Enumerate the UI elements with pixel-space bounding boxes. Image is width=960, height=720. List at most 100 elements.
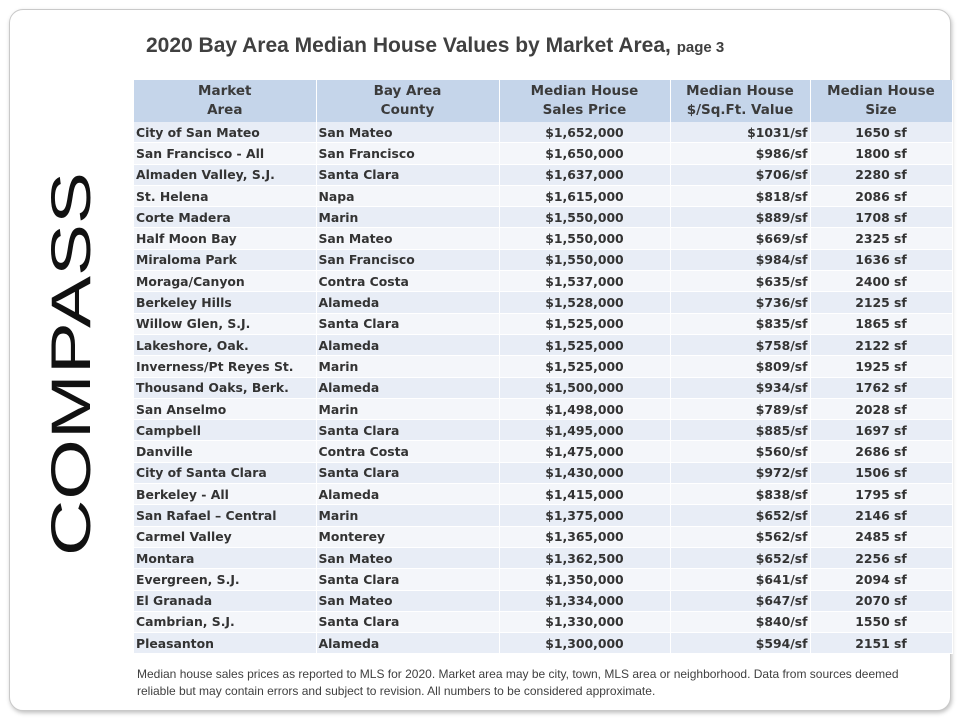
table-row: Berkeley - All Alameda $1,415,000 $838/sf 17… xyxy=(134,483,953,506)
sales-price-cell: $1,430,000 xyxy=(499,462,671,485)
market-area-cell: Evergreen, S.J. xyxy=(134,568,317,591)
market-area-cell: Willow Glen, S.J. xyxy=(134,313,317,335)
header-line: Sales Price xyxy=(542,102,627,118)
price-per-sqft-cell: $840/sf xyxy=(670,611,811,634)
table-row: Pleasanton Alameda $1,300,000 $594/sf 2151 s… xyxy=(134,632,953,655)
county-cell: Marin xyxy=(316,206,500,229)
county-cell: Contra Costa xyxy=(316,440,500,463)
price-per-sqft-cell: $809/sf xyxy=(670,355,811,378)
table-header-row: Market Area Bay Area County Median House Sa… xyxy=(134,80,953,122)
table-row: Miraloma Park San Francisco $1,550,000 $984… xyxy=(134,249,953,272)
sales-price-cell: $1,495,000 xyxy=(499,419,671,442)
market-area-cell: San Anselmo xyxy=(134,398,317,421)
table-row: Evergreen, S.J. Santa Clara $1,350,000 $641… xyxy=(134,568,953,591)
county-cell: Alameda xyxy=(316,334,500,357)
price-per-sqft-cell: $647/sf xyxy=(670,590,811,612)
county-cell: Santa Clara xyxy=(316,462,500,485)
house-size-cell: 2151 sf xyxy=(810,632,953,655)
market-area-cell: City of San Mateo xyxy=(134,122,317,144)
house-size-cell: 1650 sf xyxy=(810,122,953,144)
sales-price-cell: $1,334,000 xyxy=(499,590,671,612)
market-area-cell: Berkeley Hills xyxy=(134,291,317,314)
sales-price-cell: $1,525,000 xyxy=(499,355,671,378)
sales-price-cell: $1,498,000 xyxy=(499,398,671,421)
market-area-cell: Half Moon Bay xyxy=(134,227,317,250)
table-row: El Granada San Mateo $1,334,000 $647/sf 2070… xyxy=(134,590,953,612)
price-per-sqft-cell: $594/sf xyxy=(670,632,811,655)
price-per-sqft-cell: $838/sf xyxy=(670,483,811,506)
market-area-cell: Corte Madera xyxy=(134,206,317,229)
market-area-cell: Inverness/Pt Reyes St. xyxy=(134,355,317,378)
house-size-cell: 2256 sf xyxy=(810,547,953,570)
price-per-sqft-cell: $934/sf xyxy=(670,377,811,399)
county-cell: Santa Clara xyxy=(316,568,500,591)
county-cell: Alameda xyxy=(316,291,500,314)
header-sales-price: Median House Sales Price xyxy=(499,80,671,122)
price-per-sqft-cell: $758/sf xyxy=(670,334,811,357)
price-per-sqft-cell: $562/sf xyxy=(670,526,811,548)
sales-price-cell: $1,330,000 xyxy=(499,611,671,634)
county-cell: Santa Clara xyxy=(316,164,500,186)
table-row: Carmel Valley Monterey $1,365,000 $562/sf 24… xyxy=(134,526,953,548)
house-size-cell: 2325 sf xyxy=(810,227,953,250)
header-line: County xyxy=(380,102,435,118)
county-cell: Contra Costa xyxy=(316,270,500,293)
price-per-sqft-cell: $885/sf xyxy=(670,419,811,442)
house-size-cell: 1636 sf xyxy=(810,249,953,272)
county-cell: San Mateo xyxy=(316,590,500,612)
price-per-sqft-cell: $652/sf xyxy=(670,504,811,527)
price-per-sqft-cell: $889/sf xyxy=(670,206,811,229)
table-row: Inverness/Pt Reyes St. Marin $1,525,000 $80… xyxy=(134,355,953,378)
market-area-cell: Thousand Oaks, Berk. xyxy=(134,377,317,399)
sales-price-cell: $1,375,000 xyxy=(499,504,671,527)
sales-price-cell: $1,350,000 xyxy=(499,568,671,591)
price-per-sqft-cell: $706/sf xyxy=(670,164,811,186)
header-line: Bay Area xyxy=(373,83,442,99)
house-size-cell: 2146 sf xyxy=(810,504,953,527)
house-size-cell: 2028 sf xyxy=(810,398,953,421)
house-size-cell: 2400 sf xyxy=(810,270,953,293)
header-line: $/Sq.Ft. Value xyxy=(686,102,794,118)
house-size-cell: 2280 sf xyxy=(810,164,953,186)
compass-logo: COMPASS xyxy=(42,172,102,556)
price-per-sqft-cell: $652/sf xyxy=(670,547,811,570)
county-cell: San Francisco xyxy=(316,249,500,272)
sales-price-cell: $1,415,000 xyxy=(499,483,671,506)
county-cell: Monterey xyxy=(316,526,500,548)
sales-price-cell: $1,637,000 xyxy=(499,164,671,186)
county-cell: Marin xyxy=(316,504,500,527)
price-per-sqft-cell: $986/sf xyxy=(670,142,811,165)
sales-price-cell: $1,550,000 xyxy=(499,249,671,272)
header-line: Median House xyxy=(530,83,639,99)
table-row: City of Santa Clara Santa Clara $1,430,000… xyxy=(134,462,953,485)
sales-price-cell: $1,652,000 xyxy=(499,122,671,144)
house-size-cell: 1550 sf xyxy=(810,611,953,634)
house-size-cell: 2094 sf xyxy=(810,568,953,591)
sales-price-cell: $1,528,000 xyxy=(499,291,671,314)
market-area-cell: Lakeshore, Oak. xyxy=(134,334,317,357)
price-per-sqft-cell: $818/sf xyxy=(670,185,811,208)
sales-price-cell: $1,525,000 xyxy=(499,334,671,357)
median-values-table: Market Area Bay Area County Median House Sa… xyxy=(134,80,953,655)
sales-price-cell: $1,475,000 xyxy=(499,440,671,463)
compass-logo-text: COMPASS xyxy=(42,172,102,556)
market-area-cell: Almaden Valley, S.J. xyxy=(134,164,317,186)
table-row: Thousand Oaks, Berk. Alameda $1,500,000 $93… xyxy=(134,377,953,399)
house-size-cell: 1865 sf xyxy=(810,313,953,335)
market-area-cell: San Rafael – Central xyxy=(134,504,317,527)
price-per-sqft-cell: $835/sf xyxy=(670,313,811,335)
market-area-cell: Montara xyxy=(134,547,317,570)
sales-price-cell: $1,500,000 xyxy=(499,377,671,399)
county-cell: Alameda xyxy=(316,632,500,655)
house-size-cell: 2485 sf xyxy=(810,526,953,548)
county-cell: San Mateo xyxy=(316,227,500,250)
table-row: Willow Glen, S.J. Santa Clara $1,525,000 $8… xyxy=(134,313,953,335)
county-cell: Alameda xyxy=(316,483,500,506)
price-per-sqft-cell: $1031/sf xyxy=(670,122,811,144)
house-size-cell: 1697 sf xyxy=(810,419,953,442)
sales-price-cell: $1,550,000 xyxy=(499,227,671,250)
house-size-cell: 1925 sf xyxy=(810,355,953,378)
county-cell: San Mateo xyxy=(316,122,500,144)
header-price-per-sqft: Median House $/Sq.Ft. Value xyxy=(670,80,811,122)
sales-price-cell: $1,525,000 xyxy=(499,313,671,335)
